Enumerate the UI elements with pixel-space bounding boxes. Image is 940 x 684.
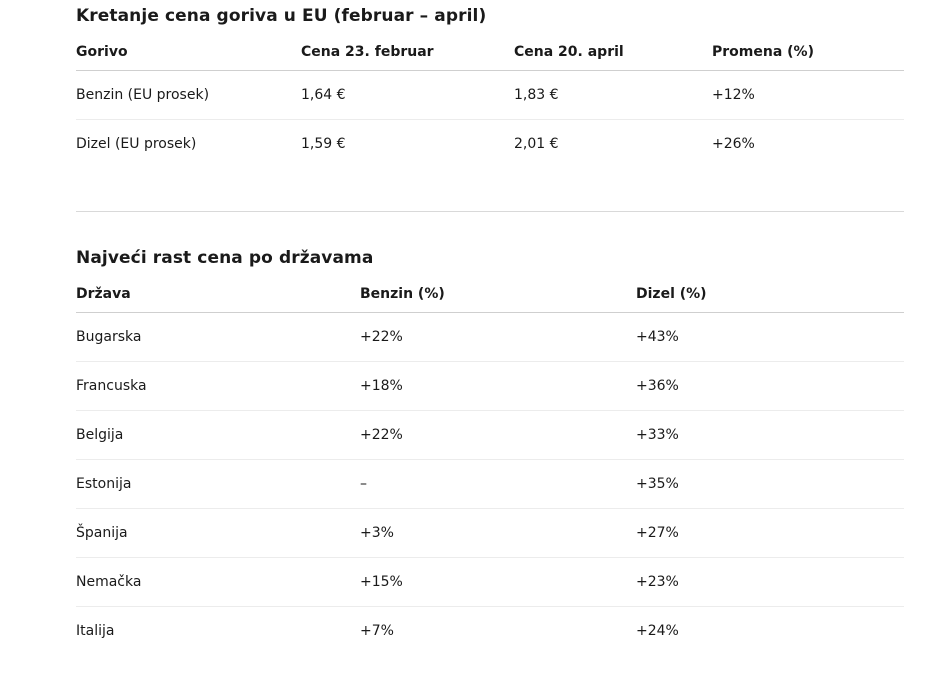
cell-country: Francuska xyxy=(76,361,360,411)
cell-diesel: +27% xyxy=(636,508,904,558)
cell-petrol: – xyxy=(360,459,636,509)
table-row: Španija +3% +27% xyxy=(76,508,904,558)
table-row: Italija +7% +24% xyxy=(76,607,904,656)
cell-change: +12% xyxy=(712,70,904,120)
table-header-row: Gorivo Cena 23. februar Cena 20. april P… xyxy=(76,34,904,71)
cell-petrol: +22% xyxy=(360,312,636,362)
table-row: Nemačka +15% +23% xyxy=(76,557,904,607)
cell-diesel: +35% xyxy=(636,459,904,509)
cell-price-february: 1,59 € xyxy=(301,136,346,152)
cell-petrol: +3% xyxy=(360,508,636,558)
column-header-price-april: Cena 20. april xyxy=(514,34,712,71)
cell-diesel: +24% xyxy=(636,623,679,639)
table-header-row: Država Benzin (%) Dizel (%) xyxy=(76,276,904,313)
cell-change: +26% xyxy=(712,136,755,152)
cell-country: Italija xyxy=(76,623,115,639)
column-header-country: Država xyxy=(76,276,360,313)
cell-country: Estonija xyxy=(76,459,360,509)
cell-petrol: +7% xyxy=(360,623,394,639)
column-header-diesel: Dizel (%) xyxy=(636,276,904,313)
cell-fuel: Benzin (EU prosek) xyxy=(76,70,301,120)
cell-country: Bugarska xyxy=(76,312,360,362)
cell-country: Belgija xyxy=(76,410,360,460)
cell-petrol: +22% xyxy=(360,410,636,460)
cell-diesel: +23% xyxy=(636,557,904,607)
table-row: Estonija – +35% xyxy=(76,459,904,509)
fuel-prices-table: Gorivo Cena 23. februar Cena 20. april P… xyxy=(76,34,904,168)
cell-country: Španija xyxy=(76,508,360,558)
column-header-change: Promena (%) xyxy=(712,34,904,71)
fuel-prices-title: Kretanje cena goriva u EU (februar – apr… xyxy=(76,6,487,26)
cell-diesel: +36% xyxy=(636,361,904,411)
cell-diesel: +43% xyxy=(636,312,904,362)
cell-fuel: Dizel (EU prosek) xyxy=(76,136,197,152)
cell-price-april: 1,83 € xyxy=(514,70,712,120)
cell-country: Nemačka xyxy=(76,557,360,607)
column-header-fuel: Gorivo xyxy=(76,34,301,71)
cell-diesel: +33% xyxy=(636,410,904,460)
table-row: Bugarska +22% +43% xyxy=(76,312,904,362)
table-row: Francuska +18% +36% xyxy=(76,361,904,411)
column-header-price-february: Cena 23. februar xyxy=(301,34,514,71)
cell-price-april: 2,01 € xyxy=(514,136,559,152)
cell-petrol: +15% xyxy=(360,557,636,607)
country-growth-table: Država Benzin (%) Dizel (%) Bugarska +22… xyxy=(76,276,904,655)
section-divider xyxy=(76,211,904,212)
country-growth-title: Najveći rast cena po državama xyxy=(76,248,374,268)
column-header-petrol: Benzin (%) xyxy=(360,276,636,313)
table-row: Belgija +22% +33% xyxy=(76,410,904,460)
cell-petrol: +18% xyxy=(360,361,636,411)
cell-price-february: 1,64 € xyxy=(301,70,514,120)
table-row: Benzin (EU prosek) 1,64 € 1,83 € +12% xyxy=(76,70,904,120)
table-row: Dizel (EU prosek) 1,59 € 2,01 € +26% xyxy=(76,120,904,169)
